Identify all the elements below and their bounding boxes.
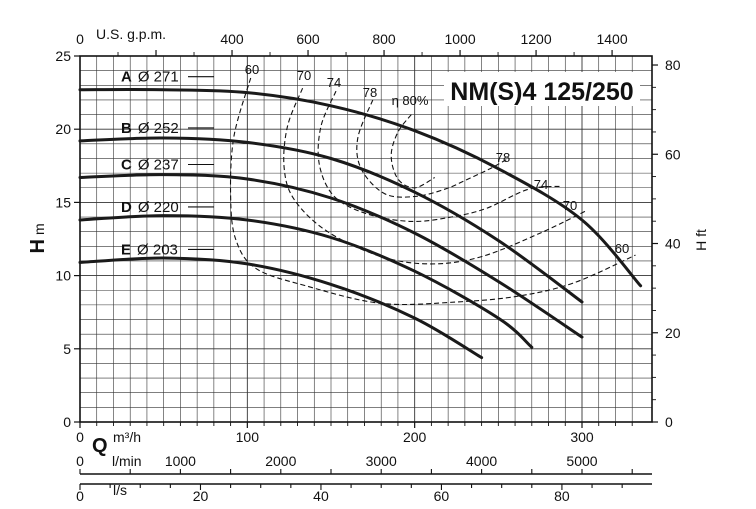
x-lmin-axis-unit: l/min	[112, 453, 142, 469]
series-label-c: C Ø 237	[121, 157, 179, 174]
series-diameter: Ø 252	[138, 120, 179, 137]
x-main-tick-label: 100	[236, 429, 260, 445]
series-diameter: Ø 237	[138, 157, 179, 174]
chart-title: NM(S)4 125/250	[450, 78, 633, 106]
efficiency-label: 60	[245, 62, 259, 77]
y-left-axis-unit: m	[31, 223, 47, 235]
series-letter: D	[121, 199, 132, 216]
x-ls-tick-label: 20	[193, 488, 209, 504]
x-top-tick-label: 600	[296, 31, 320, 47]
y-left-tick-label: 0	[63, 414, 71, 430]
x-main-axis-unit: m³/h	[113, 429, 141, 445]
y-left-axis-label: Hm	[27, 223, 49, 253]
efficiency-label: 74	[534, 177, 548, 192]
efficiency-curve	[317, 90, 562, 222]
plot-frame	[79, 55, 653, 423]
series-label-a: A Ø 271	[121, 69, 179, 86]
head-curve-c	[78, 173, 584, 339]
y-right-axis-label-text: H ft	[693, 229, 709, 251]
efficiency-label: 78	[363, 85, 377, 100]
efficiency-label: 74	[327, 75, 341, 90]
x-top-axis-label: U.S. g.p.m.	[96, 26, 166, 42]
x-top-tick-label: 1200	[520, 31, 551, 47]
x-top-tick-label: 400	[220, 31, 244, 47]
y-left-axis-label-h: H	[27, 239, 49, 253]
y-right-axis-label: H ft	[693, 229, 709, 251]
x-top-tick-label: 1400	[596, 31, 627, 47]
head-curve-d	[78, 214, 534, 349]
series-letter: C	[121, 157, 132, 174]
head-curve-e	[78, 256, 484, 360]
x-ls-tick-label: 40	[313, 488, 329, 504]
x-top-tick-label: 1000	[444, 31, 475, 47]
y-right-tick-label: 40	[665, 236, 681, 252]
series-letter: B	[121, 120, 132, 137]
head-curve-a	[78, 87, 643, 288]
series-diameter: Ø 203	[137, 241, 178, 258]
grid	[80, 56, 652, 422]
y-right-tick-label: 0	[665, 414, 673, 430]
x-ls-axis-unit: l/s	[113, 482, 127, 498]
x-lmin-tick-label: 5000	[566, 453, 597, 469]
y-left-tick-label: 25	[55, 48, 71, 64]
y-right-tick-label: 60	[665, 146, 681, 162]
chart-labels: A Ø 271 B Ø 252 C Ø 237 D Ø 220 E Ø 203 NM(S)4 125…	[121, 69, 640, 258]
x-lmin-tick-label: 0	[76, 453, 84, 469]
x-main-axis-label: Q	[92, 435, 108, 457]
y-right-tick-label: 20	[665, 325, 681, 341]
x-main-tick-label: 200	[403, 429, 427, 445]
x-ls-tick-label: 80	[554, 488, 570, 504]
efficiency-curve	[356, 99, 509, 198]
y-right-tick-label: 80	[665, 57, 681, 73]
x-lmin-tick-label: 1000	[165, 453, 196, 469]
efficiency-label: 60	[615, 241, 629, 256]
x-ls-tick-label: 60	[434, 488, 450, 504]
y-left-tick-label: 20	[55, 121, 71, 137]
efficiency-label: 70	[297, 68, 311, 83]
y-left-tick-label: 10	[55, 268, 71, 284]
y-left-tick-label: 15	[55, 194, 71, 210]
efficiency-label: 78	[496, 150, 510, 165]
x-main-tick-label: 0	[76, 429, 84, 445]
head-curves	[78, 87, 643, 360]
series-label-b: B Ø 252	[121, 120, 179, 137]
x-top-tick-label: 800	[372, 31, 396, 47]
head-curve-b	[78, 136, 584, 304]
series-diameter: Ø 271	[138, 69, 179, 86]
series-letter: E	[121, 241, 131, 258]
series-label-e: E Ø 203	[121, 241, 178, 258]
efficiency-label: η 80%	[392, 93, 429, 108]
efficiency-curve	[229, 77, 636, 306]
series-letter: A	[121, 69, 132, 86]
x-top-zero: 0	[76, 31, 84, 47]
efficiency-curve	[390, 114, 435, 189]
x-lmin-tick-label: 3000	[366, 453, 397, 469]
y-left-tick-label: 5	[63, 341, 71, 357]
x-main-tick-label: 300	[570, 429, 594, 445]
title-background	[444, 72, 640, 106]
x-ls-tick-label: 0	[76, 488, 84, 504]
series-diameter: Ø 220	[138, 199, 179, 216]
x-lmin-tick-label: 2000	[265, 453, 296, 469]
series-label-d: D Ø 220	[121, 199, 179, 216]
x-lmin-tick-label: 4000	[466, 453, 497, 469]
